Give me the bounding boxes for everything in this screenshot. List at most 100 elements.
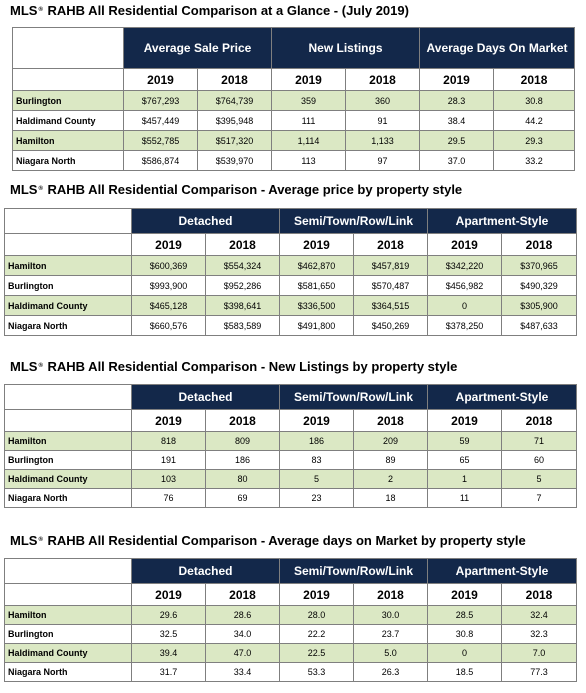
table-cell: $600,369 [131,255,206,276]
table-cell: $364,515 [353,295,428,316]
year-header: 2019 [279,233,354,256]
city-name: Niagara North [12,150,124,171]
table-cell: 2 [353,469,428,489]
corner-cell [4,558,132,584]
group-header-semi-town: Semi/Town/Row/Link [279,208,428,234]
table-cell: 30.8 [493,90,576,111]
city-name: Niagara North [4,315,132,336]
table-row: Burlington 191 186 83 89 65 60 [4,450,577,470]
table-cell: 359 [271,90,346,111]
table-cell: $336,500 [279,295,354,316]
city-name: Hamilton [4,431,132,451]
table-cell: $456,982 [427,275,502,296]
table-cell: 39.4 [131,643,206,663]
year-header: 2019 [419,68,495,91]
table-cell: 113 [271,150,346,171]
table-cell: $462,870 [279,255,354,276]
table-row: Hamilton $600,369 $554,324 $462,870 $457… [4,255,577,276]
table-cell: 44.2 [493,110,576,131]
year-header: 2019 [279,409,354,432]
table-cell: 83 [279,450,354,470]
table-cell: $517,320 [197,130,272,151]
table2-avg-price-by-style: Detached Semi/Town/Row/Link Apartment-St… [4,208,577,336]
registered-mark: ® [38,363,43,369]
table-cell: $450,269 [353,315,428,336]
table2-title: MLS® RAHB All Residential Comparison - A… [10,182,462,197]
year-row-blank [4,409,132,432]
table-cell: $457,449 [123,110,198,131]
table-cell: $370,965 [501,255,577,276]
table-cell: 32.5 [131,624,206,644]
group-header-detached: Detached [131,384,280,410]
table-cell: 191 [131,450,206,470]
table-row: Haldimand County 39.4 47.0 22.5 5.0 0 7.… [4,643,577,663]
table-cell: $305,900 [501,295,577,316]
table-cell: 38.4 [419,110,495,131]
city-name: Haldimand County [4,469,132,489]
registered-mark: ® [38,186,43,192]
table-cell: 76 [131,488,206,508]
table-cell: $491,800 [279,315,354,336]
table-cell: 71 [501,431,577,451]
table-cell: $586,874 [123,150,198,171]
year-row-blank [4,583,132,606]
mls-prefix: MLS [10,359,38,374]
table-row: Burlington $767,293 $764,739 359 360 28.… [12,90,576,111]
registered-mark: ® [38,537,43,543]
table-cell: 5 [501,469,577,489]
table-cell: 29.6 [131,605,206,625]
group-header-apartment: Apartment-Style [427,558,577,584]
table-cell: $342,220 [427,255,502,276]
year-header: 2019 [279,583,354,606]
corner-cell [4,384,132,410]
table-cell: $767,293 [123,90,198,111]
table-cell: 53.3 [279,662,354,682]
table-row: Hamilton 818 809 186 209 59 71 [4,431,577,451]
mls-prefix: MLS [10,533,38,548]
table3-title: MLS® RAHB All Residential Comparison - N… [10,359,457,374]
city-name: Burlington [4,450,132,470]
year-header: 2018 [353,583,428,606]
table-cell: 7 [501,488,577,508]
year-header: 2018 [344,68,421,91]
city-name: Haldimand County [4,643,132,663]
table-row: Burlington 32.5 34.0 22.2 23.7 30.8 32.3 [4,624,577,644]
table-cell: $952,286 [205,275,280,296]
table-cell: 32.3 [501,624,577,644]
corner-cell [12,27,124,69]
table-cell: 77.3 [501,662,577,682]
table-cell: 5.0 [353,643,428,663]
city-name: Hamilton [4,605,132,625]
city-name: Niagara North [4,488,132,508]
city-name: Burlington [4,275,132,296]
table-cell: $490,329 [501,275,577,296]
table-cell: 33.4 [205,662,280,682]
table-cell: 1,133 [344,130,421,151]
table-cell: 60 [501,450,577,470]
table4-title: MLS® RAHB All Residential Comparison - A… [10,533,526,548]
year-header: 2018 [353,409,428,432]
group-header-detached: Detached [131,208,280,234]
group-header-new-listings: New Listings [270,27,421,69]
year-header: 2019 [131,409,206,432]
city-name: Haldimand County [12,110,124,131]
table-cell: 28.3 [419,90,495,111]
year-row-blank [4,233,132,256]
table-row: Burlington $993,900 $952,286 $581,650 $5… [4,275,577,296]
table-cell: $465,128 [131,295,206,316]
table-cell: 23.7 [353,624,428,644]
mls-prefix: MLS [10,182,38,197]
year-header: 2018 [197,68,272,91]
year-header: 2019 [427,583,502,606]
table-cell: 65 [427,450,502,470]
table-row: Niagara North $586,874 $539,970 113 97 3… [12,150,576,171]
table-cell: 103 [131,469,206,489]
table-cell: 29.5 [419,130,495,151]
table-cell: 29.3 [493,130,576,151]
table-cell: 11 [427,488,502,508]
table-cell: 209 [353,431,428,451]
table-cell: 32.4 [501,605,577,625]
table-cell: $583,589 [205,315,280,336]
year-header: 2018 [205,583,280,606]
table-row: Niagara North $660,576 $583,589 $491,800… [4,315,577,336]
